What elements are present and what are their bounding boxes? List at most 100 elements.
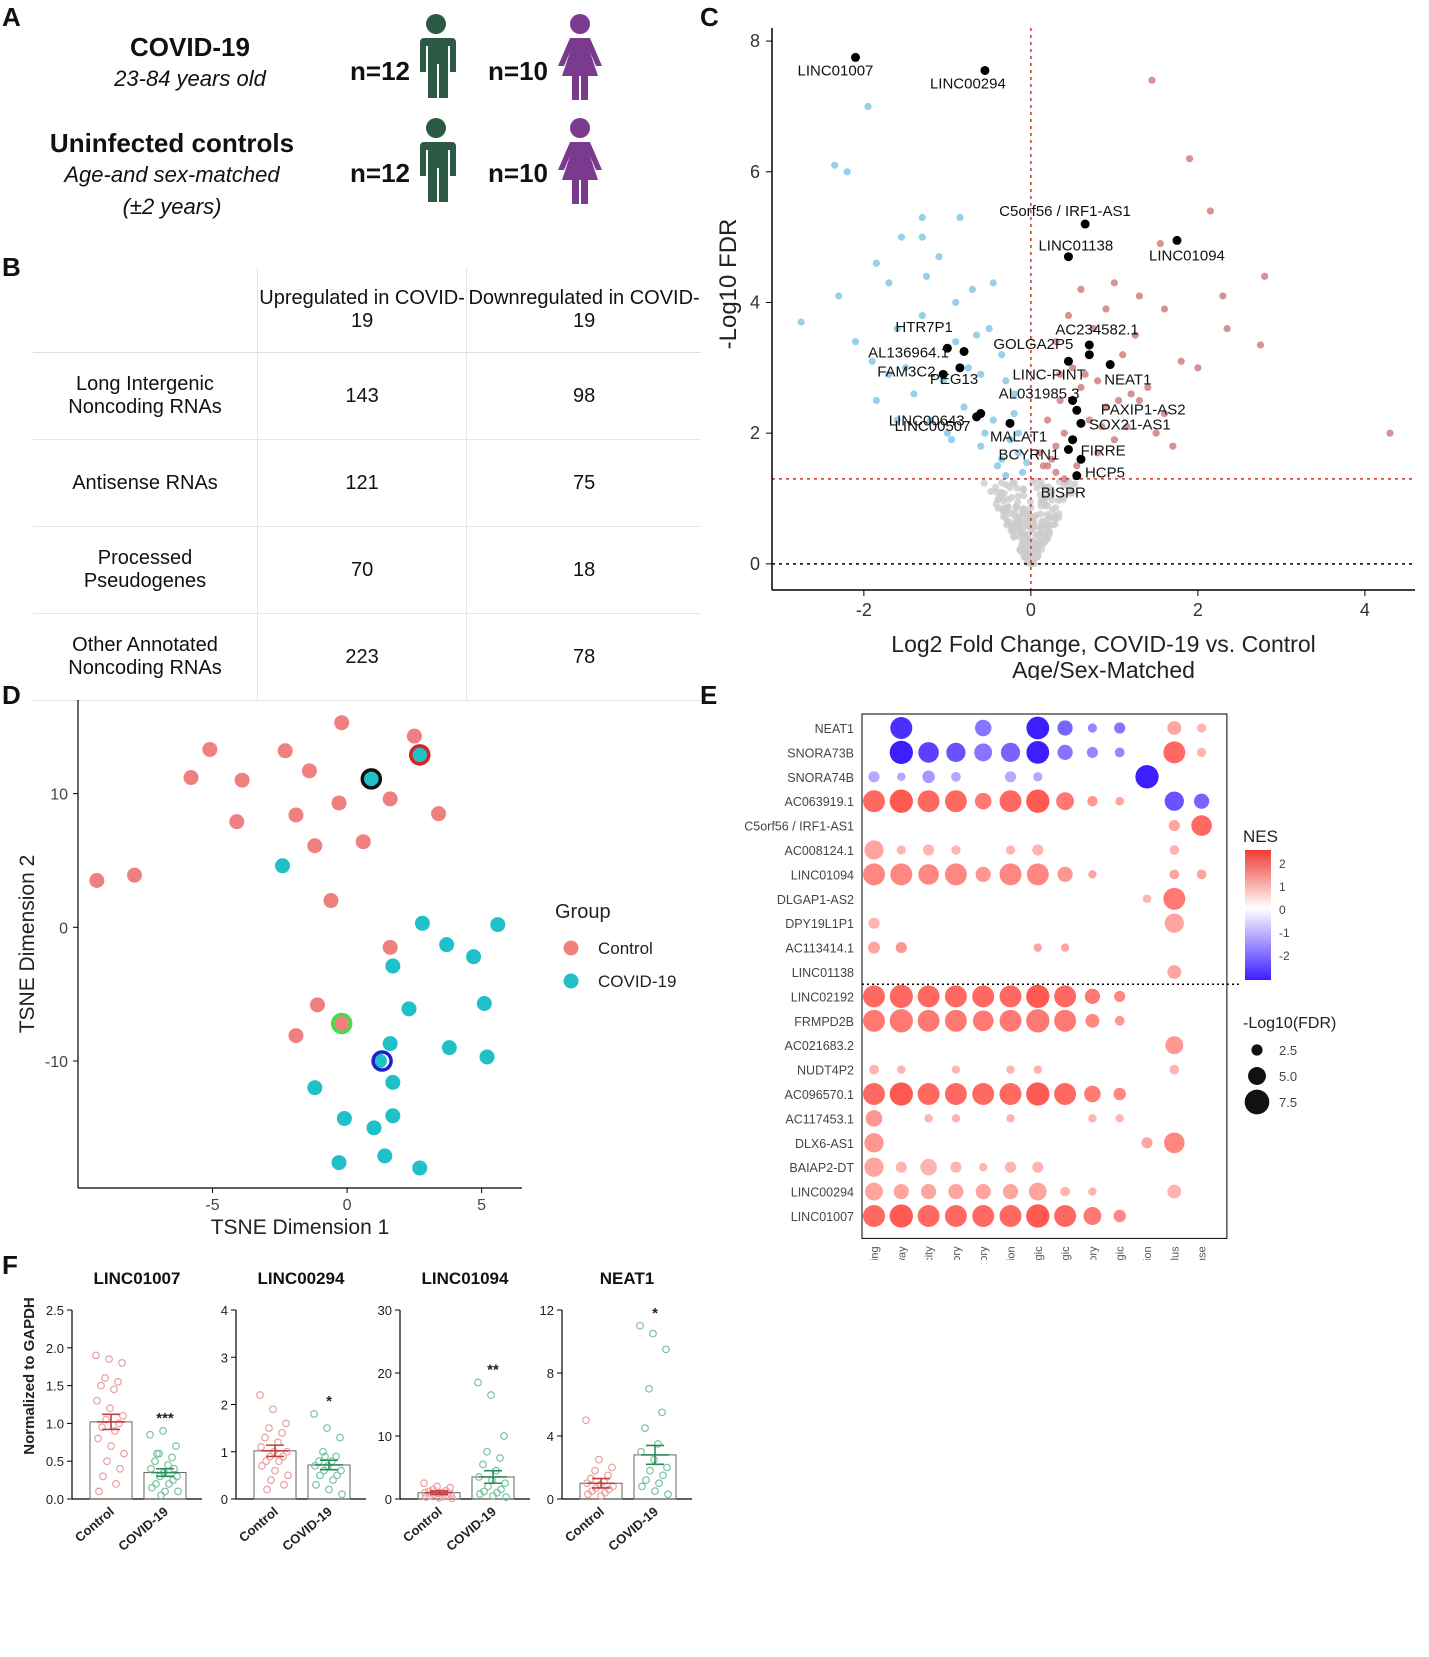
dot [1087,723,1098,733]
panel-label-d: D [2,680,21,710]
data-point [447,1490,455,1498]
y-axis-label: TSNE Dimension 2 [16,855,39,1034]
ns-point [980,479,988,487]
down-point [927,416,935,424]
bar [253,1450,297,1500]
dot [1000,742,1021,763]
dot [1032,1161,1044,1173]
dot [1057,720,1073,736]
dot [1026,1009,1050,1033]
up-point [1056,370,1064,378]
labeled-gene-point [1005,418,1015,428]
covid-point [363,771,379,787]
dot [944,790,967,813]
gene-label: SOX21-AS1 [1089,416,1171,433]
panel-label-c: C [700,2,719,32]
dot [924,1114,933,1123]
y-axis-label: Normalized to GAPDH [21,1297,38,1455]
ns-point [1041,500,1049,508]
labeled-gene-point [959,346,969,356]
gene-label: DPY19L1P1 [785,917,854,931]
data-point [483,1447,491,1456]
data-point [172,1442,180,1450]
dot [1057,744,1073,760]
tsne-plot: 10 0 -10 -5 0 5 TSNE Dimension 1 TSNE Dimension… [16,700,676,1239]
data-point [161,1487,169,1496]
control-point [277,743,293,759]
data-point [263,1485,271,1494]
dot [889,1082,913,1106]
dot [1060,1186,1070,1197]
up-point [1160,305,1169,313]
covid-points [275,747,506,1176]
dot [1054,1205,1077,1227]
covid-point [275,858,291,874]
data-point [323,1424,331,1433]
dot [1087,796,1098,807]
dot [1054,985,1077,1008]
x-axis-label: Log2 Fold Change, COVID-19 vs. Control [891,631,1315,657]
data-point [98,1423,106,1432]
male-person-icon [420,14,456,98]
up-point [1052,468,1060,476]
dot [1169,869,1180,880]
data-point [152,1479,160,1488]
up-point [1064,311,1073,320]
dot [863,790,885,813]
control-point [288,1028,304,1044]
ns-point [1020,492,1028,500]
dot [1196,747,1207,758]
down-point [797,318,805,326]
covid-male-count: n=12 [350,56,410,86]
labeled-gene-point [1068,435,1078,445]
down-point [864,102,872,111]
dot [975,1184,991,1200]
dot [1002,1184,1019,1200]
legend-label: Control [598,939,653,958]
up-point [1185,155,1194,163]
category-label: COVID-19 [279,1504,335,1554]
down-point [1006,436,1014,444]
subplot-title: LINC01094 [422,1269,509,1288]
data-point [489,1491,497,1500]
ns-point [1051,520,1059,528]
dot [897,1065,906,1074]
data-point [664,1490,672,1499]
dot [1088,1187,1097,1196]
plot-frame [861,713,1228,1239]
ns-point [1036,491,1044,499]
up-point [1056,396,1064,405]
down-point [981,429,989,437]
gene-label: LINC01094 [791,868,854,882]
gene-label: PAXIP1-AS2 [1101,401,1186,418]
y-tick-label: 8 [547,1366,554,1381]
up-point [1156,240,1164,248]
ns-point [1003,508,1011,516]
labeled-gene-point [938,369,948,379]
dot [895,1161,907,1173]
dot [1056,792,1075,811]
ns-point [1037,478,1045,486]
covid-point [412,747,428,763]
up-point [1098,423,1106,431]
up-point [1123,423,1131,431]
y-tick-label: 30 [378,1303,392,1318]
control-point [301,763,317,779]
data-point [426,1491,434,1500]
y-tick-label: 4 [221,1303,228,1318]
down-count: 78 [466,613,701,701]
covid-point [382,1036,398,1052]
data-point [654,1439,662,1448]
dot [951,1114,961,1123]
up-point [1223,325,1231,333]
control-point [382,791,398,807]
dot [917,985,940,1008]
up-point [1089,325,1098,333]
control-point [334,715,350,731]
highlighted-sample-ring [360,768,383,790]
up-point [1114,396,1123,405]
data-point [319,1447,327,1456]
ns-point [1015,512,1023,520]
data-point [637,1447,645,1456]
up-point [1160,409,1169,418]
